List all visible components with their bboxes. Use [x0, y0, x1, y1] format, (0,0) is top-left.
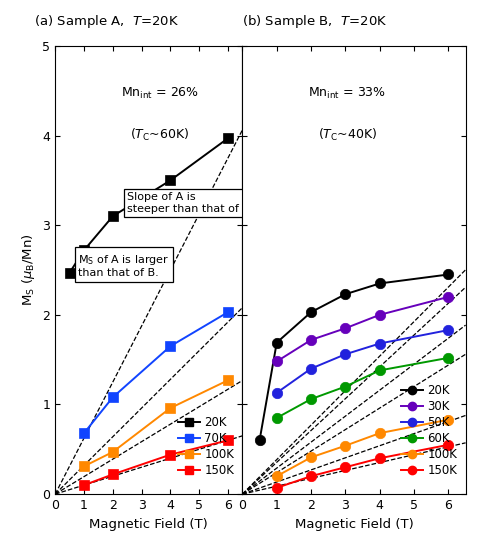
Y-axis label: M$_{\mathrm{S}}$ ($\mu_{\mathrm{B}}$/Mn): M$_{\mathrm{S}}$ ($\mu_{\mathrm{B}}$/Mn) [20, 234, 37, 306]
Text: Mn$_{\mathrm{int}}$ = 26%: Mn$_{\mathrm{int}}$ = 26% [121, 86, 199, 102]
X-axis label: Magnetic Field (T): Magnetic Field (T) [89, 517, 208, 530]
Text: ($\it{T}_{\mathrm{C}}$~40K): ($\it{T}_{\mathrm{C}}$~40K) [318, 126, 377, 143]
Text: ($\it{T}_{\mathrm{C}}$~60K): ($\it{T}_{\mathrm{C}}$~60K) [131, 126, 190, 143]
Text: Mn$_{\mathrm{int}}$ = 33%: Mn$_{\mathrm{int}}$ = 33% [308, 86, 386, 102]
Text: Slope of A is
steeper than that of B.: Slope of A is steeper than that of B. [127, 192, 254, 213]
Text: M$_{\mathrm{S}}$ of A is larger
than that of B.: M$_{\mathrm{S}}$ of A is larger than tha… [70, 253, 169, 278]
Text: (a) Sample A,  $\it{T}$=20K: (a) Sample A, $\it{T}$=20K [34, 13, 179, 30]
Text: (b) Sample B,  $\it{T}$=20K: (b) Sample B, $\it{T}$=20K [242, 13, 388, 30]
X-axis label: Magnetic Field (T): Magnetic Field (T) [295, 517, 413, 530]
Legend: 20K, 70K, 100K, 150K: 20K, 70K, 100K, 150K [176, 414, 237, 479]
Legend: 20K, 30K, 50K, 60K, 100K, 150K: 20K, 30K, 50K, 60K, 100K, 150K [399, 382, 460, 479]
